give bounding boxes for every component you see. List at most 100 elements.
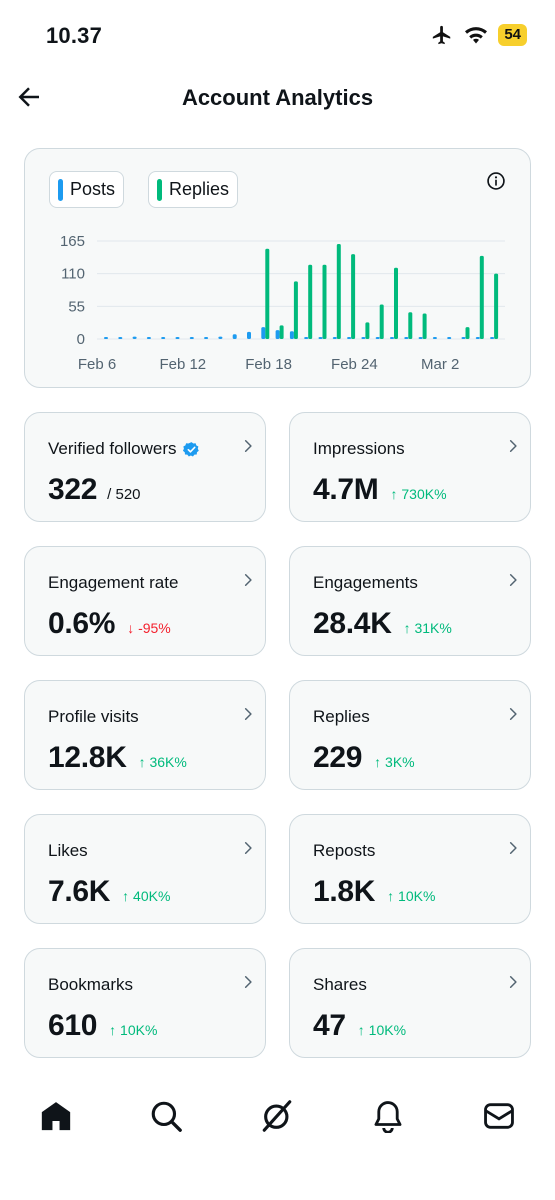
stat-value: 7.6K <box>48 875 111 908</box>
replies-bar-11[interactable] <box>265 248 270 339</box>
notifications-icon[interactable] <box>371 1099 405 1133</box>
home-icon[interactable] <box>39 1099 73 1133</box>
stat-label: Impressions <box>313 439 405 458</box>
stat-label-wrap: Verified followers <box>48 439 200 459</box>
stat-value: 610 <box>48 1009 98 1042</box>
posts-bar-1[interactable] <box>118 337 123 339</box>
stat-card-bookmarks[interactable]: Bookmarks 610 ↑ 10K% <box>24 948 266 1058</box>
legend-posts[interactable]: Posts <box>49 171 125 208</box>
posts-bar-9[interactable] <box>232 334 237 339</box>
chart-legend: Posts Replies <box>49 171 239 208</box>
replies-bar-19[interactable] <box>379 304 384 339</box>
stat-change: ↑ 10K% <box>357 1022 407 1038</box>
replies-bar-21[interactable] <box>408 312 413 339</box>
posts-bar-2[interactable] <box>132 336 137 339</box>
chevron-right-icon <box>244 841 252 855</box>
stat-value-row: 1.8K ↑ 10K% <box>313 875 435 909</box>
stat-label: Replies <box>313 707 370 726</box>
replies-bar-12[interactable] <box>279 325 284 339</box>
stat-value: 322 <box>48 473 98 506</box>
messages-icon[interactable] <box>482 1099 516 1133</box>
replies-swatch <box>157 178 163 201</box>
posts-bar-7[interactable] <box>204 337 209 339</box>
replies-bar-27[interactable] <box>494 273 499 339</box>
posts-swatch <box>58 178 63 201</box>
stat-label: Likes <box>48 841 88 860</box>
replies-bar-16[interactable] <box>336 243 341 339</box>
stat-change: ↑ 31K% <box>403 620 452 636</box>
posts-bar-12[interactable] <box>275 330 280 339</box>
replies-bar-22[interactable] <box>422 313 427 339</box>
posts-bar-17[interactable] <box>347 337 352 339</box>
stat-label-wrap: Replies <box>313 707 370 727</box>
stat-value: 4.7M <box>313 473 379 506</box>
posts-bar-10[interactable] <box>247 331 251 339</box>
replies-bar-15[interactable] <box>322 264 327 339</box>
replies-bar-17[interactable] <box>351 254 356 339</box>
search-icon[interactable] <box>149 1099 183 1133</box>
y-tick-label: 110 <box>61 266 85 283</box>
chevron-right-icon <box>244 707 252 721</box>
stat-card-shares[interactable]: Shares 47 ↑ 10K% <box>289 948 531 1058</box>
stat-label: Profile visits <box>48 707 139 726</box>
stat-value-row: 0.6% ↓ -95% <box>48 607 171 641</box>
stat-card-profile-visits[interactable]: Profile visits 12.8K ↑ 36K% <box>24 680 266 790</box>
stat-change: ↑ 3K% <box>374 754 415 770</box>
posts-bar-11[interactable] <box>261 327 266 339</box>
posts-bar-20[interactable] <box>390 337 394 339</box>
replies-bar-25[interactable] <box>465 327 470 339</box>
posts-bar-16[interactable] <box>332 337 337 339</box>
posts-bar-18[interactable] <box>361 337 366 339</box>
stat-card-replies[interactable]: Replies 229 ↑ 3K% <box>289 680 531 790</box>
stat-label-wrap: Engagement rate <box>48 573 178 593</box>
posts-bar-14[interactable] <box>304 337 309 339</box>
posts-bar-3[interactable] <box>146 337 151 339</box>
replies-bar-13[interactable] <box>293 281 298 339</box>
stat-label-wrap: Reposts <box>313 841 375 861</box>
posts-bar-4[interactable] <box>161 337 166 339</box>
posts-bar-21[interactable] <box>404 337 409 339</box>
posts-bar-27[interactable] <box>490 337 495 339</box>
stat-card-engagements[interactable]: Engagements 28.4K ↑ 31K% <box>289 546 531 656</box>
posts-bar-26[interactable] <box>475 337 480 339</box>
posts-bar-0[interactable] <box>104 337 108 339</box>
posts-bar-6[interactable] <box>189 337 194 339</box>
posts-bar-22[interactable] <box>418 337 423 339</box>
stat-value-row: 28.4K ↑ 31K% <box>313 607 452 641</box>
x-tick-label: Feb 18 <box>245 356 292 373</box>
chevron-right-icon <box>244 573 252 587</box>
stat-card-reposts[interactable]: Reposts 1.8K ↑ 10K% <box>289 814 531 924</box>
chevron-right-icon <box>244 439 252 453</box>
grok-icon[interactable] <box>260 1099 294 1133</box>
posts-bar-13[interactable] <box>289 331 294 339</box>
stat-card-verified-followers[interactable]: Verified followers 322 / 520 <box>24 412 266 522</box>
airplane-icon <box>433 25 451 45</box>
bar-chart: 165 110 55 0 Feb 6 Feb 12 Feb 18 Feb 24 Mar 2 <box>60 233 505 373</box>
arrow-left-icon[interactable] <box>14 82 44 112</box>
stat-card-impressions[interactable]: Impressions 4.7M ↑ 730K% <box>289 412 531 522</box>
replies-bar-14[interactable] <box>308 264 313 339</box>
chevron-right-icon <box>244 975 252 989</box>
posts-bar-5[interactable] <box>175 337 180 339</box>
posts-bar-25[interactable] <box>461 337 466 339</box>
stat-card-likes[interactable]: Likes 7.6K ↑ 40K% <box>24 814 266 924</box>
replies-bar-18[interactable] <box>365 322 370 339</box>
verified-badge-icon <box>182 441 199 456</box>
posts-bar-24[interactable] <box>447 337 452 339</box>
stat-value-row: 4.7M ↑ 730K% <box>313 473 447 507</box>
y-tick-label: 0 <box>77 331 85 348</box>
status-icons: 54 <box>430 24 527 46</box>
replies-bar-26[interactable] <box>479 255 484 339</box>
replies-bar-20[interactable] <box>394 267 398 339</box>
stat-change: ↑ 730K% <box>390 486 447 502</box>
stat-card-engagement-rate[interactable]: Engagement rate 0.6% ↓ -95% <box>24 546 266 656</box>
stat-value-row: 610 ↑ 10K% <box>48 1009 157 1043</box>
chevron-right-icon <box>509 573 517 587</box>
posts-bar-23[interactable] <box>432 337 437 339</box>
info-icon[interactable] <box>486 171 506 191</box>
posts-bar-19[interactable] <box>375 337 380 339</box>
legend-replies[interactable]: Replies <box>148 171 239 208</box>
stat-change: ↑ 40K% <box>122 888 171 904</box>
posts-bar-8[interactable] <box>218 336 223 339</box>
posts-bar-15[interactable] <box>318 337 323 339</box>
